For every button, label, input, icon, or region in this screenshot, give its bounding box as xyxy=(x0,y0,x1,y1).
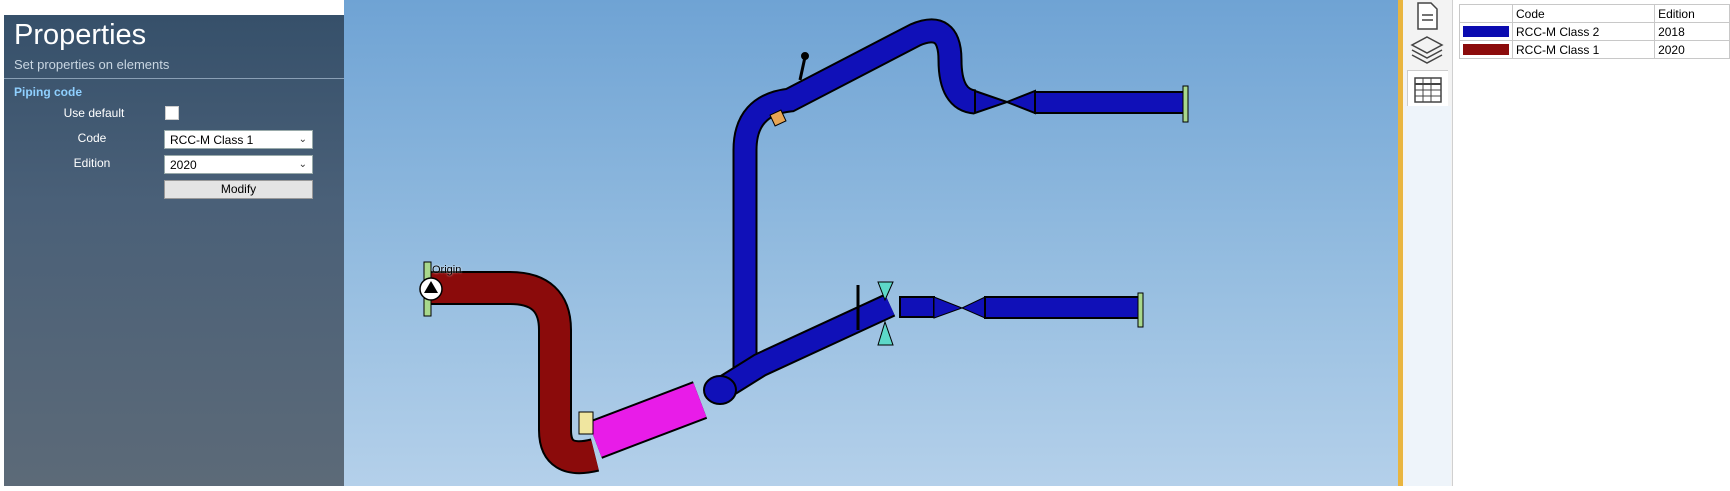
code-cell: RCC-M Class 1 xyxy=(1511,40,1656,59)
code-label: Code xyxy=(77,131,107,145)
code-select-value: RCC-M Class 1 xyxy=(170,133,254,147)
tab-document[interactable] xyxy=(1407,0,1447,34)
table-row[interactable]: RCC-M Class 1 2020 xyxy=(1459,40,1730,59)
properties-panel: Properties Set properties on elements Pi… xyxy=(4,15,344,486)
selected-pipe-segment[interactable] xyxy=(587,381,708,459)
chevron-down-icon: ⌄ xyxy=(298,159,307,170)
color-swatch xyxy=(1463,44,1509,55)
edition-select[interactable]: 2020 ⌄ xyxy=(164,155,313,174)
section-title-piping-code: Piping code xyxy=(14,85,83,99)
class2-pipe-upper[interactable] xyxy=(732,18,1189,370)
panel-separator xyxy=(4,78,344,79)
3d-viewport[interactable]: Origin xyxy=(344,0,1398,486)
color-cell xyxy=(1459,22,1513,41)
table-header-row: Code Edition xyxy=(1459,4,1730,23)
panel-title: Properties xyxy=(14,19,147,51)
panel-divider[interactable] xyxy=(1398,0,1403,486)
class1-pipe[interactable] xyxy=(423,261,600,475)
tab-layers[interactable] xyxy=(1407,32,1447,68)
chevron-down-icon: ⌄ xyxy=(298,134,307,145)
tab-content-area xyxy=(1406,106,1451,486)
class2-pipe-lower[interactable] xyxy=(703,281,1144,405)
edition-cell: 2020 xyxy=(1654,40,1730,59)
column-header-edition[interactable]: Edition xyxy=(1654,4,1730,23)
origin-label: Origin xyxy=(432,264,462,276)
table-icon xyxy=(1414,77,1442,103)
use-default-checkbox[interactable] xyxy=(165,106,179,120)
column-header-code[interactable]: Code xyxy=(1511,4,1656,23)
panel-subtitle: Set properties on elements xyxy=(14,57,170,72)
modify-button[interactable]: Modify xyxy=(164,180,313,199)
layers-icon xyxy=(1410,36,1444,64)
code-cell: RCC-M Class 2 xyxy=(1511,22,1656,41)
use-default-label: Use default xyxy=(63,106,125,120)
document-icon xyxy=(1417,2,1438,30)
code-select[interactable]: RCC-M Class 1 ⌄ xyxy=(164,130,313,149)
color-swatch xyxy=(1463,26,1509,37)
color-cell xyxy=(1459,40,1513,59)
code-table: Code Edition RCC-M Class 2 2018 RCC-M Cl… xyxy=(1459,4,1730,59)
tab-table[interactable] xyxy=(1407,70,1448,108)
piping-scene[interactable] xyxy=(344,0,1398,486)
origin-marker[interactable] xyxy=(419,277,443,301)
table-row[interactable]: RCC-M Class 2 2018 xyxy=(1459,22,1730,41)
edition-select-value: 2020 xyxy=(170,158,197,172)
edition-label: Edition xyxy=(73,156,111,170)
code-table-panel: Code Edition RCC-M Class 2 2018 RCC-M Cl… xyxy=(1453,0,1730,486)
edition-cell: 2018 xyxy=(1654,22,1730,41)
column-header-color[interactable] xyxy=(1459,4,1513,23)
